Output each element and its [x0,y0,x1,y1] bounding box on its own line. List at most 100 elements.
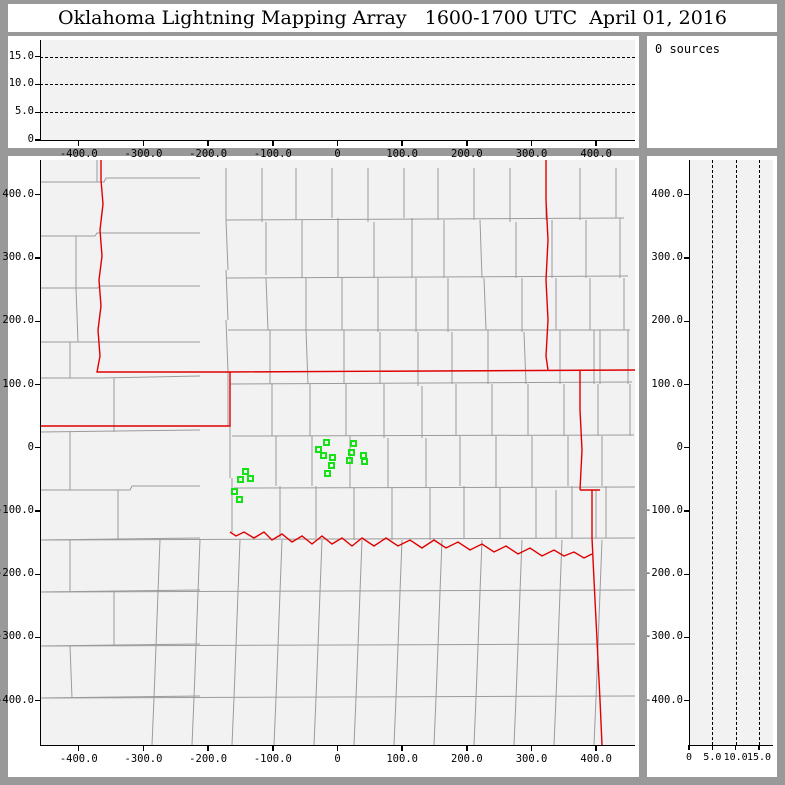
map-x-tick-label: 400.0 [580,753,612,765]
hist-x-tickmark [688,745,690,750]
map-y-tick-label: -400.0 [0,693,34,706]
map-x-tick-label: -200.0 [189,753,228,765]
vhf-source-marker [236,496,244,504]
time-height-x-tickmark [207,140,209,146]
map-x-tickmark [530,745,533,751]
hist-y-tickmark [684,510,690,512]
plan-view-panel [8,156,639,777]
time-height-y-tickmark [35,111,41,113]
time-height-x-tick-label: 200.0 [451,148,483,160]
map-y-tick-label: 400.0 [2,187,34,200]
time-height-x-tickmark [530,140,533,146]
map-x-tick-label: -100.0 [253,753,292,765]
map-y-tick-label: -200.0 [0,567,34,580]
time-height-x-tickmark [595,140,597,146]
time-height-x-tickmark [401,140,403,146]
map-y-tickmark [35,320,41,322]
hist-y-tick-label: -400.0 [645,693,683,706]
time-height-x-tickmark [78,140,80,146]
vhf-source-marker [348,449,356,457]
map-x-tick-label: -300.0 [124,753,163,765]
hist-x-tickmark [734,745,737,750]
vhf-source-marker [345,456,353,464]
county-boundaries [40,160,635,745]
time-height-gridline [40,112,635,114]
time-height-x-tick-label: -300.0 [124,148,163,160]
time-height-gridline [40,56,635,58]
map-y-tickmark [35,573,41,575]
time-height-gridline [40,84,635,86]
map-x-tickmark [142,745,145,751]
map-x-tick-label: 300.0 [515,753,548,765]
hist-y-axis [689,160,691,745]
map-y-tick-label: -100.0 [0,504,34,516]
title-bar: Oklahoma Lightning Mapping Array 1600-17… [8,4,777,32]
time-height-y-tick-label: 0 [27,133,34,145]
map-y-tickmark [35,510,41,512]
hist-x-tickmark [758,745,760,750]
hist-y-tickmark [684,383,690,386]
map-x-tickmark [336,745,339,751]
map-y-tick-label: 100.0 [2,377,34,390]
map-y-tick-label: -300.0 [0,630,34,643]
map-x-tickmark [401,745,403,751]
time-height-x-tick-label: 100.0 [386,148,418,160]
map-x-tick-label: 200.0 [451,753,483,765]
map-y-tickmark [35,194,41,196]
time-height-y-tick-label: 10.0 [8,77,34,90]
map-x-tickmark [595,745,597,751]
page-title: Oklahoma Lightning Mapping Array 1600-17… [58,7,727,29]
vhf-source-marker [230,487,238,495]
vhf-source-marker [361,458,369,466]
time-height-x-tickmark [272,140,274,146]
hist-y-tick-label: 100.0 [651,377,683,390]
vhf-source-marker [241,467,249,475]
source-count-label: 0 sources [655,42,721,56]
time-height-y-tick-label: 5.0 [15,105,34,118]
vhf-source-marker [350,439,358,447]
hist-y-tickmark [684,194,690,196]
time-height-y-tick-label: 15.0 [8,49,34,62]
hist-y-tickmark [684,447,690,449]
map-plot-area[interactable] [40,160,635,745]
time-height-y-tickmark [35,55,41,58]
time-height-x-tickmark [466,140,468,146]
map-x-tickmark [466,745,468,751]
time-height-x-tick-label: 300.0 [515,148,548,160]
time-height-x-tick-label: -400.0 [59,148,98,160]
time-height-plot-area [40,40,635,140]
map-x-tick-label: 100.0 [386,753,418,765]
vhf-source-marker [328,453,336,461]
hist-gridline [759,160,760,745]
hist-y-tick-label: -300.0 [645,630,683,643]
time-height-x-tick-label: 400.0 [580,148,612,160]
time-height-y-tickmark [35,83,41,86]
hist-y-tickmark [684,573,690,575]
hist-x-tick-label: 10.0 [723,752,748,763]
map-x-tickmark [272,745,274,751]
vhf-source-marker [323,438,330,446]
map-y-tick-label: 0 [27,440,34,453]
hist-y-tick-label: 400.0 [651,187,683,200]
hist-gridline [712,160,714,745]
hist-x-tickmark [711,745,714,750]
map-y-tick-label: 300.0 [2,251,34,264]
hist-y-tickmark [684,257,690,259]
hist-y-tick-label: -100.0 [645,504,683,516]
hist-x-tick-label: 15.0 [746,752,772,763]
time-height-x-tickmark [336,140,339,146]
hist-y-tick-label: 0 [676,440,683,453]
hist-y-tick-label: -200.0 [645,567,683,580]
hist-y-tickmark [684,700,690,702]
time-height-y-tickmark [35,139,41,141]
time-height-panel [8,36,639,148]
hist-y-tick-label: 300.0 [651,251,683,264]
vhf-source-marker [319,451,327,459]
map-x-tick-label: 0 [334,753,341,765]
source-count-panel: 0 sources [647,36,777,148]
hist-y-tick-label: 200.0 [651,314,683,327]
map-y-tick-label: 200.0 [2,314,34,327]
county-map-svg [40,160,635,745]
time-height-x-tick-label: 0 [334,148,341,160]
